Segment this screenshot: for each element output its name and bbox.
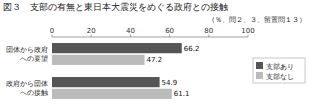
legend: 支部あり支部なし [253, 58, 305, 83]
x-tick-label: 80 [204, 27, 213, 35]
category-label-line: 団体から政府 [6, 46, 48, 54]
legend-swatch [256, 62, 263, 69]
title: 図３ 支部の有無と東日本大震災をめぐる政府との接触 [3, 2, 228, 12]
legend-label: 支部あり [266, 63, 294, 71]
x-tick-label: 20 [87, 27, 96, 35]
category-label: 政府から団体への接触 [6, 80, 48, 97]
subtitle: （％、問２、３、留置問１３） [208, 16, 306, 24]
bar [52, 55, 145, 65]
data-label: 66.2 [184, 45, 200, 53]
x-tick-label: 0 [50, 27, 54, 35]
chart: 図３ 支部の有無と東日本大震災をめぐる政府との接触 （％、問２、３、留置問１３） 0… [0, 0, 309, 109]
category-label-line: への接触 [20, 89, 48, 97]
legend-label: 支部なし [266, 73, 294, 81]
x-axis-line [52, 37, 248, 38]
x-tick-label: 100 [241, 27, 254, 35]
data-label: 61.1 [174, 90, 190, 98]
x-tick-label: 60 [165, 27, 174, 35]
category-label-line: 政府から団体 [6, 80, 48, 88]
bar [52, 77, 160, 87]
legend-swatch [256, 72, 263, 79]
legend-frame [253, 58, 305, 83]
category-label: 団体から政府への要望 [6, 46, 48, 63]
x-tick-label: 40 [126, 27, 135, 35]
category-label-line: への要望 [20, 55, 48, 63]
bar [52, 43, 182, 53]
data-label: 54.9 [162, 79, 178, 87]
data-label: 47.2 [147, 56, 163, 64]
bar [52, 89, 172, 99]
